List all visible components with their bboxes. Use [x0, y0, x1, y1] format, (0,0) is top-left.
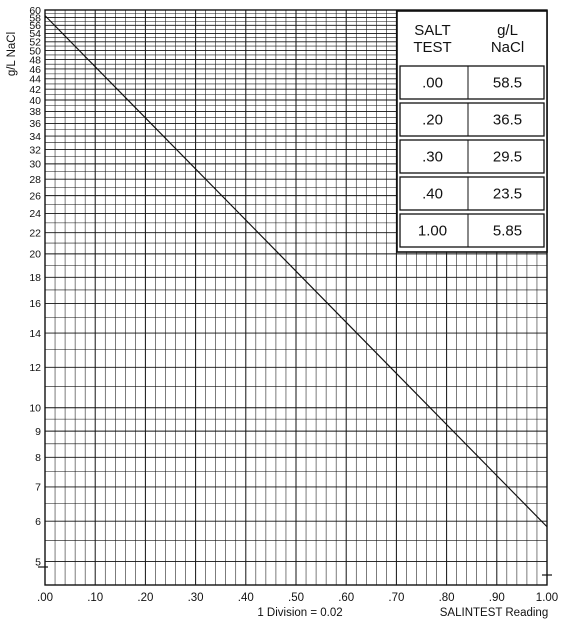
y-tick-label: 54: [29, 28, 41, 40]
y-tick-label: 7: [35, 482, 41, 494]
table-cell-salt-test: .30: [422, 149, 443, 166]
y-tick-label: 20: [29, 249, 41, 261]
y-tick-label: 10: [29, 403, 41, 415]
x-tick-label: .20: [137, 592, 153, 604]
table-row: [399, 65, 545, 100]
y-tick-label: 52: [29, 37, 41, 49]
table-header-label: NaCl: [491, 39, 524, 56]
x-tick-label: .50: [288, 592, 304, 604]
y-tick-label: 58: [29, 12, 41, 24]
table-cell-nacl: 29.5: [493, 149, 522, 166]
table-cell-salt-test: 1.00: [418, 223, 447, 240]
x-tick-label: .30: [188, 592, 204, 604]
table-cell-nacl: 36.5: [493, 112, 522, 129]
table-cell-salt-test: .00: [422, 75, 443, 92]
x-tick-label: .80: [439, 592, 455, 604]
y-tick-label: 8: [35, 452, 41, 464]
y-tick-label: 9: [35, 426, 41, 438]
y-tick-label: 48: [29, 54, 41, 66]
x-axis-note: 1 Division = 0.02: [257, 607, 342, 619]
table-row: [399, 139, 545, 174]
y-tick-label: 5: [35, 556, 41, 568]
table-box: [396, 10, 548, 253]
x-tick-label: .40: [238, 592, 254, 604]
y-tick-label: 6: [35, 516, 41, 528]
table-cell-salt-test: .20: [422, 112, 443, 129]
y-tick-label: 32: [29, 144, 41, 156]
y-tick-label: 34: [29, 131, 41, 143]
table-row: [399, 213, 545, 248]
table-header-label: SALT: [414, 22, 450, 39]
x-tick-label: .90: [489, 592, 505, 604]
y-axis-label: g/L NaCl: [6, 32, 18, 76]
y-tick-label: 22: [29, 228, 41, 240]
y-tick-label: 36: [29, 118, 41, 130]
table-row: [399, 102, 545, 137]
y-tick-label: 46: [29, 64, 41, 76]
x-tick-label: .10: [87, 592, 103, 604]
y-axis-ticks: 5678910121416182022242628303234363840424…: [29, 5, 41, 569]
x-tick-label: 1.00: [536, 592, 558, 604]
table-cell-salt-test: .40: [422, 186, 443, 203]
x-tick-label: .00: [37, 592, 53, 604]
y-tick-label: 12: [29, 362, 41, 374]
table-header-label: g/L: [497, 22, 518, 39]
y-tick-label: 56: [29, 20, 41, 32]
series-line: [44, 15, 548, 528]
y-tick-label: 16: [29, 298, 41, 310]
table-row: [399, 176, 545, 211]
y-tick-label: 50: [29, 45, 41, 57]
x-axis-ticks: .00 .10 .20 .30 .40 .50 .60 .70 .80 .90 1.00: [37, 592, 558, 604]
x-tick-label: .60: [338, 592, 354, 604]
y-tick-label: 40: [29, 95, 41, 107]
conversion-line: [44, 15, 548, 528]
table-header-label: TEST: [413, 39, 451, 56]
y-tick-label: 30: [29, 159, 41, 171]
y-tick-label: 14: [29, 328, 41, 340]
y-tick-label: 28: [29, 174, 41, 186]
y-tick-label: 44: [29, 74, 41, 86]
y-tick-label: 38: [29, 106, 41, 118]
y-tick-label: 42: [29, 84, 41, 96]
x-tick-label: .70: [388, 592, 404, 604]
table-cell-nacl: 23.5: [493, 186, 522, 203]
y-tick-label: 26: [29, 190, 41, 202]
y-tick-label: 24: [29, 208, 41, 220]
table-cell-nacl: 5.85: [493, 223, 522, 240]
x-axis-label: SALINTEST Reading: [440, 607, 548, 619]
table-cell-nacl: 58.5: [493, 75, 522, 92]
y-tick-label: 18: [29, 272, 41, 284]
y-tick-label: 60: [29, 5, 41, 17]
